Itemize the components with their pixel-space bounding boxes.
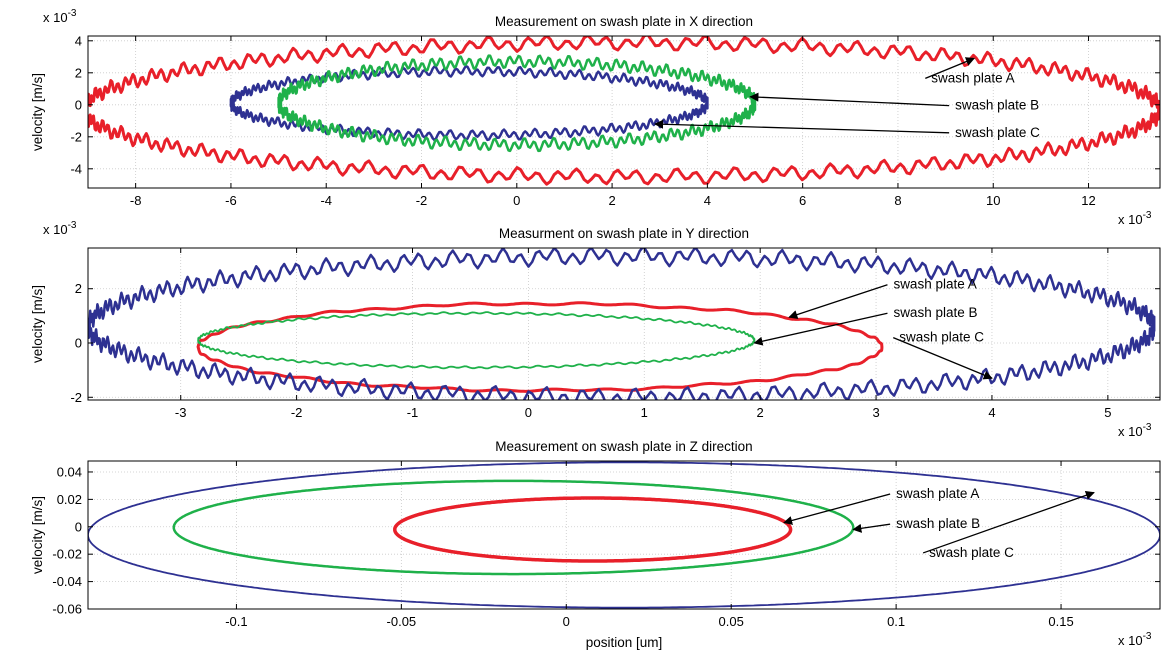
annotation-arrow [654, 119, 950, 134]
x-tick-label: 6 [799, 193, 806, 208]
plot-frame [87, 460, 1161, 610]
series-line-swash-plate-a [196, 301, 884, 393]
x-tick-label: 1 [641, 405, 648, 420]
annotation-arrow [892, 337, 993, 380]
x-tick-label: 0.1 [887, 614, 905, 629]
x-tick-label: -2 [416, 193, 428, 208]
annotation-arrow [788, 284, 888, 319]
y-tick-label: 2 [75, 65, 82, 80]
x-tick-label: 4 [704, 193, 711, 208]
x-tick-label: 8 [894, 193, 901, 208]
plot-frame [87, 35, 1161, 189]
chart-panel-1: -8 -6 -4 -2 0 2 4 6 8 10 12 -4 -2 0 2 4 Measurement on s… [30, 8, 1161, 227]
x-tick-label: -3 [175, 405, 187, 420]
x-tick-label: 2 [757, 405, 764, 420]
chart-panel-3: -0.1 -0.05 0 0.05 0.1 0.15 -0.06 -0.04 -0.02 0 0.0… [30, 439, 1161, 650]
x-tick-label: -6 [225, 193, 237, 208]
y-tick-label: -0.02 [52, 547, 82, 562]
x-tick-label: 4 [988, 405, 995, 420]
annotation-arrow [753, 312, 888, 346]
chart-panel-2: -3 -2 -1 0 1 2 3 4 5 -2 0 2 Measurment on swash plat… [30, 220, 1161, 439]
y-tick-label: -0.06 [52, 602, 82, 617]
plot-frame [87, 247, 1161, 401]
x-tick-label: 3 [872, 405, 879, 420]
series-line-swash-plate-a [393, 496, 793, 563]
series-line-swash-plate-b [172, 479, 855, 576]
annotation-label: swash plate B [955, 98, 1039, 113]
y-tick-label: -2 [70, 129, 82, 144]
y-axis-label: velocity [m/s] [30, 285, 45, 363]
x-exponent-label: x 10-3 [1118, 631, 1152, 648]
y-tick-label: 4 [75, 33, 82, 48]
x-tick-label: -2 [291, 405, 303, 420]
x-tick-label: 10 [986, 193, 1000, 208]
y-tick-label: -2 [70, 390, 82, 405]
annotation-arrow [922, 490, 1095, 554]
x-tick-label: 0.15 [1048, 614, 1073, 629]
y-tick-label: 0 [75, 519, 82, 534]
y-tick-label: -4 [70, 161, 82, 176]
x-tick-label: -8 [130, 193, 142, 208]
y-tick-label: 0.04 [57, 464, 82, 479]
x-tick-label: -4 [320, 193, 332, 208]
x-exponent-label: x 10-3 [1118, 422, 1152, 439]
x-tick-label: -0.1 [225, 614, 247, 629]
y-tick-label: 0 [75, 336, 82, 351]
y-tick-label: -0.04 [52, 574, 82, 589]
series-line-swash-plate-c [88, 461, 1160, 609]
series-line-swash-plate-b [229, 64, 709, 142]
annotation-label: swash plate A [893, 277, 976, 292]
y-axis-label: velocity [m/s] [30, 73, 45, 151]
annotation-arrow [925, 57, 976, 80]
annotation-arrow [749, 92, 950, 107]
series-line-swash-plate-a [88, 36, 1160, 186]
annotation-label: swash plate C [899, 330, 984, 345]
annotation-label: swash plate B [896, 516, 980, 531]
annotation-arrow [783, 493, 891, 525]
chart-title: Measurement on swash plate in Z directio… [495, 439, 752, 454]
annotation-arrow [852, 523, 891, 533]
chart-title: Measurement on swash plate in X directio… [495, 14, 753, 29]
x-tick-label: -1 [407, 405, 419, 420]
x-tick-label: -0.05 [387, 614, 417, 629]
y-axis-label: velocity [m/s] [30, 496, 45, 574]
series-line-swash-plate-b [88, 248, 1156, 400]
x-tick-label: 0 [513, 193, 520, 208]
chart-title: Measurment on swash plate in Y direction [499, 226, 749, 241]
x-tick-label: 5 [1104, 405, 1111, 420]
x-tick-label: 0 [563, 614, 570, 629]
annotation-label: swash plate C [929, 545, 1014, 560]
annotation-label: swash plate A [896, 486, 979, 501]
x-tick-label: 2 [608, 193, 615, 208]
series-line-swash-plate-c [277, 54, 757, 153]
annotation-label: swash plate B [893, 305, 977, 320]
y-exponent-label: x 10-3 [43, 220, 77, 237]
y-tick-label: 0 [75, 97, 82, 112]
annotation-label: swash plate A [931, 70, 1014, 85]
x-tick-label: 12 [1081, 193, 1095, 208]
x-tick-label: 0 [525, 405, 532, 420]
annotation-label: swash plate C [955, 125, 1040, 140]
y-exponent-label: x 10-3 [43, 8, 77, 25]
y-tick-label: 2 [75, 281, 82, 296]
x-exponent-label: x 10-3 [1118, 210, 1152, 227]
x-tick-label: 0.05 [719, 614, 744, 629]
y-tick-label: 0.02 [57, 492, 82, 507]
plot-area [88, 461, 1160, 609]
series-line-swash-plate-c [197, 311, 756, 370]
x-axis-label: position [um] [586, 635, 663, 650]
